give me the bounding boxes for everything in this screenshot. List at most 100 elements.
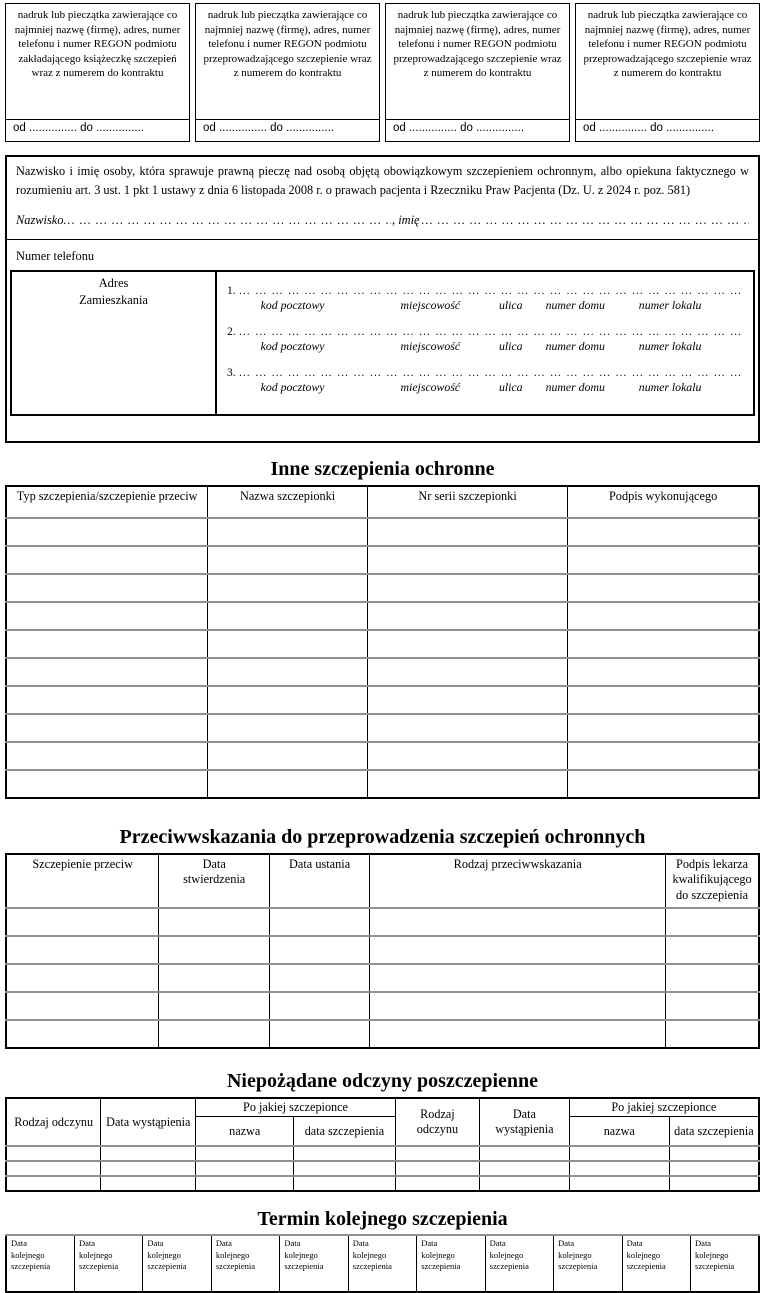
cell-line: szczepienia bbox=[352, 1261, 392, 1272]
empty-cell bbox=[5, 1019, 160, 1049]
cell-line: kolejnego bbox=[489, 1249, 524, 1260]
address-column-label: numer lokalu bbox=[638, 379, 702, 394]
dots-fill: … … … … … … … … … … … … … … … … … … … … … bbox=[63, 212, 391, 227]
stamp-box-1: nadruk lub pieczątka zawierające co najm… bbox=[5, 3, 190, 142]
empty-cell bbox=[568, 1160, 670, 1177]
column-header: Nazwa szczepionki bbox=[207, 485, 368, 519]
table-row bbox=[5, 1160, 760, 1177]
phone-number-row: Numer telefonu bbox=[7, 238, 758, 268]
empty-cell bbox=[5, 713, 209, 743]
cell-line: kolejnego bbox=[215, 1249, 250, 1260]
table-row bbox=[5, 545, 760, 575]
reaction-type-header: Rodzaj odczynu bbox=[5, 1097, 102, 1147]
cell-line: Data bbox=[421, 1238, 438, 1249]
guardian-paragraph: Nazwisko i imię osoby, która sprawuje pr… bbox=[16, 164, 749, 198]
cell-line: Data bbox=[695, 1238, 712, 1249]
empty-cell bbox=[293, 1175, 396, 1192]
cell-line: Data bbox=[284, 1238, 301, 1249]
empty-cell bbox=[207, 769, 368, 799]
cell-line: szczepienia bbox=[11, 1261, 51, 1272]
cell-line: Data bbox=[489, 1238, 506, 1249]
empty-cell bbox=[5, 907, 160, 937]
empty-cell bbox=[158, 935, 271, 965]
header-row: Szczepienie przeciw Data stwierdzenia Da… bbox=[5, 853, 760, 909]
table-row bbox=[5, 713, 760, 743]
empty-cell bbox=[5, 741, 209, 771]
empty-cell bbox=[567, 545, 760, 575]
next-vaccination-cell: Data kolejnego szczepienia bbox=[142, 1234, 212, 1293]
section-title-other-vaccinations: Inne szczepienia ochronne bbox=[270, 458, 495, 480]
address-column-label: miejscowość bbox=[400, 297, 461, 312]
contraindications-table: Szczepienie przeciw Data stwierdzenia Da… bbox=[5, 853, 760, 1049]
occurrence-date-header: Data wystąpienia bbox=[100, 1097, 197, 1147]
address-column-label: ulica bbox=[498, 297, 523, 312]
address-column-label: numer lokalu bbox=[638, 338, 702, 353]
vaccine-name-header: nazwa bbox=[195, 1116, 295, 1147]
empty-cell bbox=[207, 629, 368, 659]
vaccination-date-header: data szczepienia bbox=[293, 1116, 396, 1147]
empty-cell bbox=[366, 657, 569, 687]
empty-cell bbox=[369, 907, 667, 937]
address-line-number: 1. bbox=[227, 284, 236, 297]
section-title-adverse-reactions: Niepożądane odczyny poszczepienne bbox=[226, 1070, 539, 1092]
cell-line: kolejnego bbox=[147, 1249, 181, 1260]
address-entry-1: 1. … … … … … … … … … … … … … … … … … … …… bbox=[227, 285, 745, 313]
cell-line: kolejnego bbox=[284, 1249, 318, 1260]
cell-line: Data bbox=[558, 1238, 575, 1249]
address-column-labels: kod pocztowy miejscowość ulica numer dom… bbox=[227, 298, 745, 313]
empty-cell bbox=[5, 629, 209, 659]
table-row bbox=[5, 741, 760, 771]
table-row bbox=[5, 1019, 760, 1049]
table-row bbox=[5, 1175, 760, 1192]
empty-cell bbox=[568, 1145, 670, 1162]
empty-cell bbox=[158, 991, 271, 1021]
cell-line: szczepienia bbox=[489, 1261, 529, 1272]
empty-cell bbox=[5, 991, 160, 1021]
column-header: Data ustania bbox=[269, 853, 371, 909]
table-row bbox=[5, 907, 760, 937]
empty-cell bbox=[207, 517, 368, 547]
empty-cell bbox=[5, 545, 209, 575]
empty-cell bbox=[5, 685, 209, 715]
next-vaccination-cell: Data kolejnego szczepienia bbox=[621, 1234, 692, 1293]
next-vaccination-cell: Data kolejnego szczepienia bbox=[484, 1234, 555, 1293]
address-entry-3: 3. … … … … … … … … … … … … … … … … … … …… bbox=[227, 367, 745, 395]
cell-line: szczepienia bbox=[558, 1261, 598, 1272]
empty-cell bbox=[5, 963, 160, 993]
cell-line: szczepienia bbox=[284, 1261, 324, 1272]
table-row bbox=[5, 991, 760, 1021]
empty-cell bbox=[479, 1145, 570, 1162]
address-column-label: numer domu bbox=[545, 379, 605, 394]
surname-name-line: Nazwisko … … … … … … … … … … … … … … … …… bbox=[7, 201, 758, 239]
next-vaccination-cell: Data kolejnego szczepienia bbox=[416, 1234, 486, 1293]
empty-cell bbox=[269, 991, 371, 1021]
address-column-label: ulica bbox=[498, 379, 523, 394]
stamp-box-4: nadruk lub pieczątka zawierające co najm… bbox=[575, 3, 760, 142]
cell-line: Data bbox=[215, 1238, 232, 1249]
cell-line: szczepienia bbox=[695, 1261, 735, 1272]
od-do-line: od ............... do ............... bbox=[6, 119, 189, 141]
address-column-labels: kod pocztowy miejscowość ulica numer dom… bbox=[227, 339, 745, 354]
empty-cell bbox=[5, 517, 209, 547]
cell-line: Data bbox=[78, 1238, 95, 1249]
empty-cell bbox=[568, 1175, 670, 1192]
empty-cell bbox=[567, 601, 760, 631]
column-header: Podpis lekarza kwalifikującego do szczep… bbox=[665, 853, 760, 909]
address-column-label: miejscowość bbox=[400, 338, 461, 353]
empty-cell bbox=[195, 1160, 295, 1177]
table-row bbox=[5, 573, 760, 603]
section-title-contraindications: Przeciwwskazania do przeprowadzenia szcz… bbox=[119, 826, 646, 848]
empty-cell bbox=[5, 769, 209, 799]
empty-cell bbox=[207, 601, 368, 631]
od-do-line: od ............... do ............... bbox=[386, 119, 569, 141]
address-line: 1. … … … … … … … … … … … … … … … … … … …… bbox=[227, 285, 745, 297]
after-vaccine-header: Po jakiej szczepionce bbox=[568, 1097, 760, 1118]
empty-cell bbox=[394, 1175, 481, 1192]
empty-cell bbox=[207, 713, 368, 743]
cell-line: kolejnego bbox=[626, 1249, 661, 1260]
empty-cell bbox=[665, 907, 760, 937]
empty-cell bbox=[567, 769, 760, 799]
address-column-label: kod pocztowy bbox=[260, 379, 325, 394]
empty-cell bbox=[567, 685, 760, 715]
vaccine-name-header: nazwa bbox=[568, 1116, 670, 1147]
